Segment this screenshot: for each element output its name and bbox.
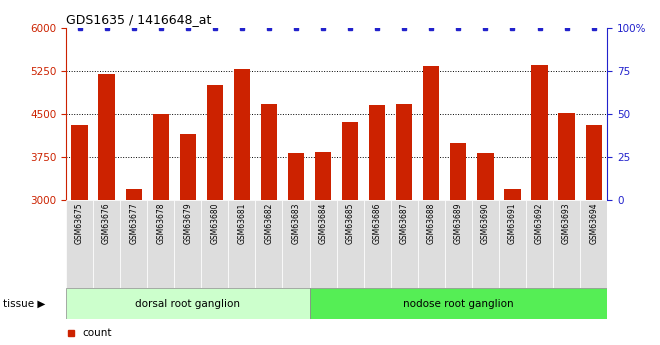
Bar (396, 104, 412, 200)
Bar (364, 200, 391, 288)
Text: GSM63686: GSM63686 (373, 203, 381, 244)
Bar (207, 85, 223, 200)
Bar (499, 200, 526, 288)
Bar (282, 200, 310, 288)
Bar (391, 200, 418, 288)
Bar (531, 65, 548, 200)
Bar (98, 73, 115, 200)
Bar (125, 189, 142, 200)
Bar (180, 134, 196, 200)
Bar (418, 200, 445, 288)
Text: GSM63694: GSM63694 (589, 203, 598, 244)
Bar (255, 200, 282, 288)
Text: GSM63681: GSM63681 (238, 203, 246, 244)
Bar (445, 200, 472, 288)
Text: GSM63690: GSM63690 (481, 203, 490, 244)
Text: GSM63676: GSM63676 (102, 203, 111, 244)
Bar (472, 200, 499, 288)
Bar (228, 200, 255, 288)
Text: GSM63691: GSM63691 (508, 203, 517, 244)
Bar (310, 288, 607, 319)
Bar (93, 200, 120, 288)
Text: GSM63684: GSM63684 (319, 203, 327, 244)
Text: GDS1635 / 1416648_at: GDS1635 / 1416648_at (66, 13, 211, 27)
Text: GSM63680: GSM63680 (211, 203, 219, 244)
Text: GSM63685: GSM63685 (346, 203, 354, 244)
Bar (201, 200, 228, 288)
Text: GSM63678: GSM63678 (156, 203, 165, 244)
Text: GSM63688: GSM63688 (427, 203, 436, 244)
Text: GSM63689: GSM63689 (454, 203, 463, 244)
Bar (315, 152, 331, 200)
Bar (66, 200, 93, 288)
Text: GSM63677: GSM63677 (129, 203, 138, 244)
Bar (585, 125, 602, 200)
Text: GSM63683: GSM63683 (292, 203, 300, 244)
Bar (261, 104, 277, 200)
Text: GSM63687: GSM63687 (400, 203, 409, 244)
Bar (120, 200, 147, 288)
Bar (558, 113, 575, 200)
Text: GSM63679: GSM63679 (183, 203, 192, 244)
Bar (369, 105, 385, 200)
Text: GSM63693: GSM63693 (562, 203, 571, 244)
Bar (526, 200, 553, 288)
Text: count: count (82, 328, 112, 338)
Bar (147, 200, 174, 288)
Text: tissue ▶: tissue ▶ (3, 299, 46, 308)
Bar (477, 153, 494, 200)
Bar (423, 66, 440, 200)
Bar (337, 200, 364, 288)
Bar (450, 142, 467, 200)
Text: dorsal root ganglion: dorsal root ganglion (135, 299, 240, 308)
Text: GSM63682: GSM63682 (265, 203, 273, 244)
Bar (234, 69, 250, 200)
Bar (580, 200, 607, 288)
Bar (152, 114, 169, 200)
Bar (288, 153, 304, 200)
Text: GSM63675: GSM63675 (75, 203, 84, 244)
Bar (71, 125, 88, 200)
Bar (66, 288, 310, 319)
Bar (310, 200, 337, 288)
Bar (342, 122, 358, 200)
Text: nodose root ganglion: nodose root ganglion (403, 299, 513, 308)
Text: GSM63692: GSM63692 (535, 203, 544, 244)
Bar (553, 200, 580, 288)
Bar (174, 200, 201, 288)
Bar (504, 189, 521, 200)
